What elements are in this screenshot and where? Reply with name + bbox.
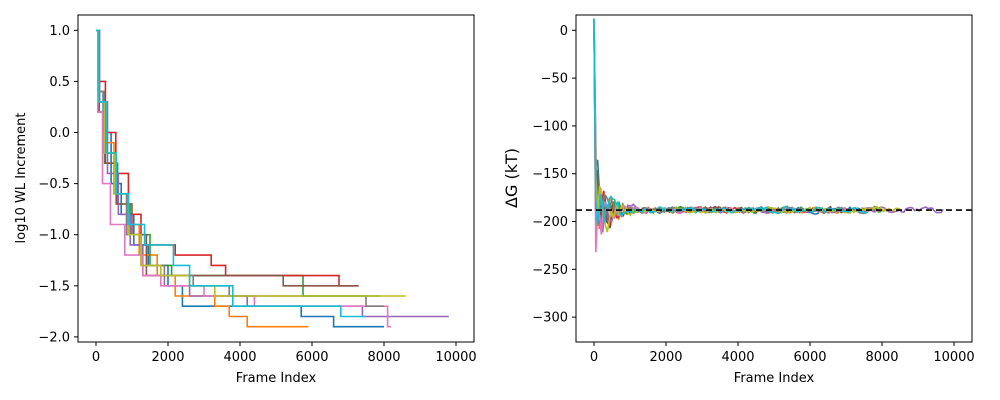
right-x-tick-label: 0 — [590, 350, 598, 365]
left-y-tick-label: 0.5 — [49, 75, 70, 90]
left-chart: 0 2000 4000 6000 8000 10000 1.0 0.5 0.0 −0.5 −1.0… — [14, 14, 477, 386]
right-x-tick-label: 8000 — [865, 350, 898, 365]
right-axes-frame — [575, 14, 973, 343]
left-x-tick-label: 8000 — [367, 350, 400, 365]
right-y-tick-label: −200 — [532, 215, 568, 230]
left-series-line-4 — [96, 29, 356, 287]
left-x-tick-label: 6000 — [295, 350, 328, 365]
left-y-ticks: 1.0 0.5 0.0 −0.5 −1.0 −1.5 −2.0 — [38, 24, 78, 345]
left-y-tick-label: 1.0 — [49, 24, 70, 39]
left-x-tick-label: 0 — [92, 350, 100, 365]
left-y-tick-label: −0.5 — [38, 177, 70, 192]
left-y-axis-label: log10 WL Increment — [14, 113, 29, 244]
right-y-tick-label: −100 — [532, 119, 568, 134]
right-chart: 0 2000 4000 6000 8000 10000 0 −50 −100 −150 −200 −… — [502, 14, 975, 386]
right-series-group — [593, 18, 944, 253]
right-x-ticks: 0 2000 4000 6000 8000 10000 — [590, 342, 975, 365]
left-x-ticks: 0 2000 4000 6000 8000 10000 — [92, 342, 477, 365]
right-x-axis-label: Frame Index — [734, 371, 815, 386]
right-y-tick-label: −250 — [532, 263, 568, 278]
right-y-tick-label: −300 — [532, 311, 568, 326]
right-y-tick-label: 0 — [560, 24, 568, 39]
left-y-tick-label: −1.5 — [38, 279, 70, 294]
right-x-tick-label: 4000 — [721, 350, 754, 365]
left-axes-frame — [77, 14, 475, 343]
left-x-tick-label: 2000 — [151, 350, 184, 365]
left-x-tick-label: 10000 — [435, 350, 476, 365]
left-series-group — [96, 29, 449, 328]
left-y-tick-label: −1.0 — [38, 228, 70, 243]
left-y-tick-label: −2.0 — [38, 330, 70, 345]
right-x-tick-label: 10000 — [933, 350, 974, 365]
right-y-tick-label: −150 — [532, 167, 568, 182]
right-y-axis-label: ΔG (kT) — [502, 148, 521, 208]
right-x-tick-label: 6000 — [793, 350, 826, 365]
right-x-tick-label: 2000 — [649, 350, 682, 365]
right-y-ticks: 0 −50 −100 −150 −200 −250 −300 — [532, 24, 576, 326]
left-series-line-10 — [96, 29, 366, 318]
right-y-tick-label: −50 — [541, 72, 568, 87]
left-x-axis-label: Frame Index — [236, 371, 317, 386]
left-x-tick-label: 4000 — [223, 350, 256, 365]
left-y-tick-label: 0.0 — [49, 126, 70, 141]
